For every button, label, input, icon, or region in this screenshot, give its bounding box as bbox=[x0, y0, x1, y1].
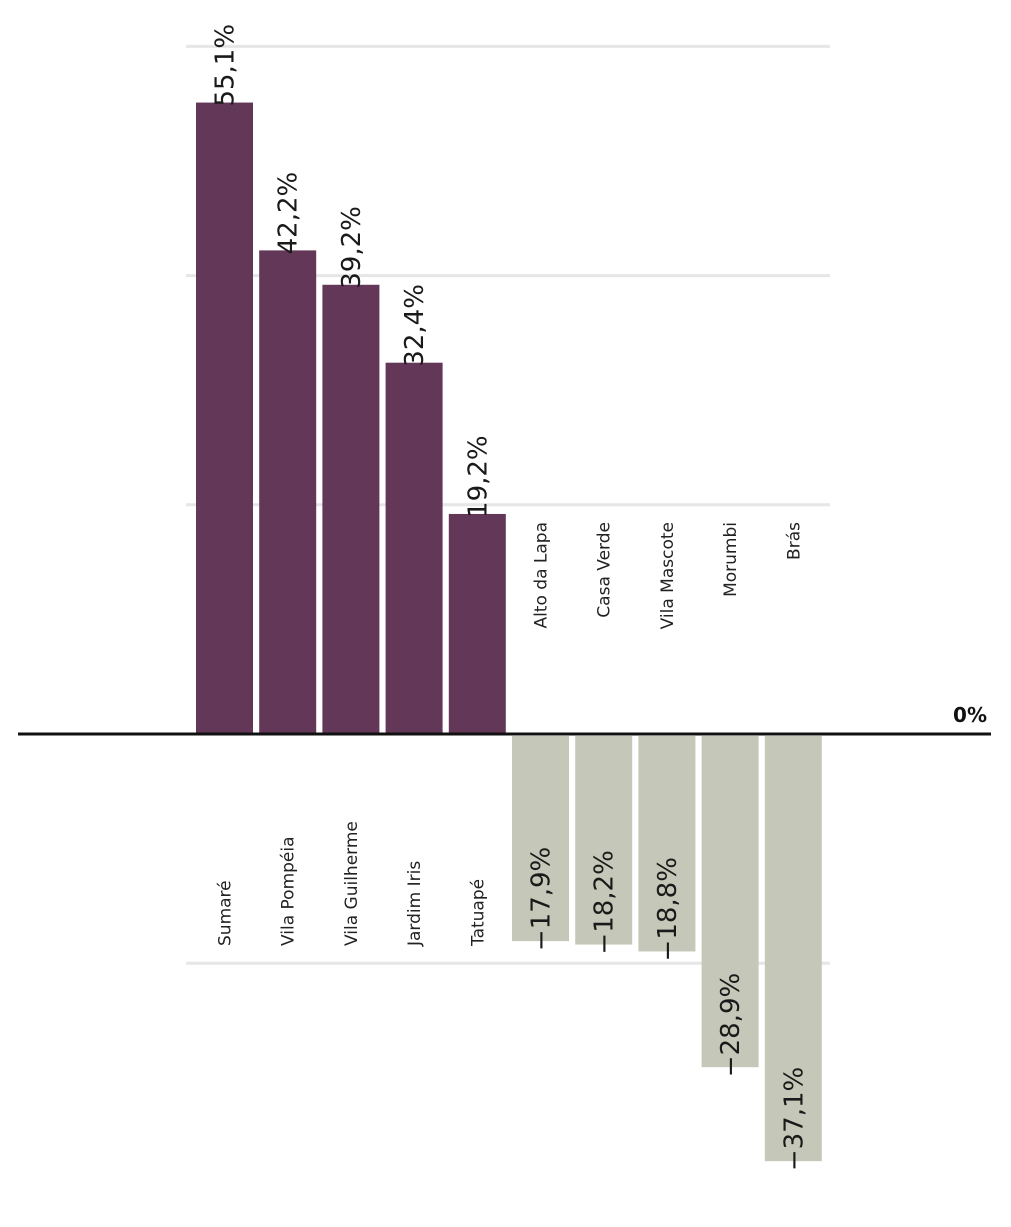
data-label: −17,9% bbox=[527, 847, 557, 951]
labels: 55,1% Sumaré 42,2% Vila Pompéia 39,2% Vila Gu… bbox=[211, 24, 810, 1171]
bar bbox=[322, 284, 380, 734]
category-label: Sumaré bbox=[216, 880, 236, 946]
bar bbox=[638, 736, 696, 952]
bar bbox=[701, 736, 759, 1068]
category-label: Alto da Lapa bbox=[532, 522, 552, 629]
category-label: Vila Guilherme bbox=[342, 821, 362, 946]
data-label: −18,2% bbox=[590, 850, 620, 954]
data-label: 55,1% bbox=[211, 24, 241, 107]
bar bbox=[764, 736, 822, 1162]
data-label: 32,4% bbox=[400, 284, 430, 367]
bar bbox=[448, 513, 506, 734]
category-label: Casa Verde bbox=[595, 522, 615, 618]
category-label: Vila Mascote bbox=[658, 522, 678, 629]
data-label: −28,9% bbox=[716, 973, 746, 1077]
data-label: 19,2% bbox=[463, 435, 493, 518]
data-label: −18,8% bbox=[653, 857, 683, 961]
category-label: Morumbi bbox=[721, 522, 741, 597]
zero-label: 0% bbox=[953, 703, 987, 727]
bar bbox=[512, 736, 569, 942]
bar bbox=[385, 362, 443, 734]
category-label: Brás bbox=[784, 522, 804, 560]
bar bbox=[196, 102, 253, 734]
bar bbox=[259, 250, 317, 734]
category-label: Jardim Iris bbox=[405, 861, 425, 947]
bars bbox=[196, 102, 822, 1162]
bar bbox=[575, 736, 633, 945]
category-label: Tatuapé bbox=[468, 879, 488, 947]
data-label: 39,2% bbox=[337, 206, 367, 289]
data-label: 42,2% bbox=[274, 172, 304, 255]
data-label: −37,1% bbox=[779, 1067, 809, 1171]
category-label: Vila Pompéia bbox=[279, 836, 299, 946]
